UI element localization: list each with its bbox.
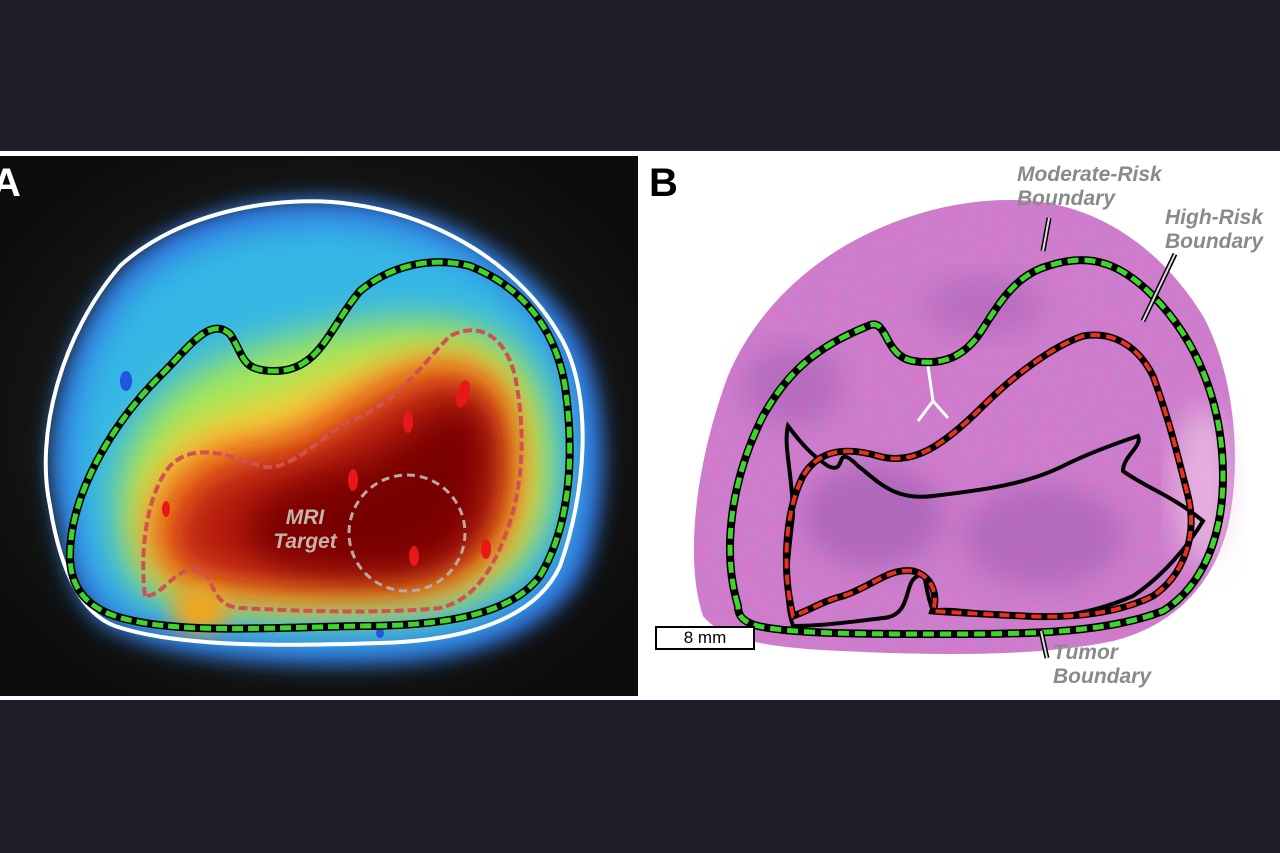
tumor-boundary-line-1: Tumor bbox=[1053, 641, 1118, 664]
panel-b-letter: B bbox=[649, 161, 678, 205]
panel-a-letter: A bbox=[0, 161, 21, 205]
panel-a-heatmap: A MRI Target bbox=[0, 156, 638, 696]
mri-target-line-1: MRI bbox=[285, 506, 325, 529]
scale-bar: 8 mm bbox=[655, 626, 755, 650]
moderate-risk-line-2: Boundary bbox=[1017, 187, 1116, 210]
mri-target-line-2: Target bbox=[273, 530, 337, 553]
high-risk-line-2: Boundary bbox=[1165, 230, 1264, 253]
figure: A MRI Target bbox=[0, 151, 1280, 700]
panel-b-histology: B Moderate-Risk Boundary High-Risk Bound… bbox=[643, 156, 1280, 696]
tumor-boundary-line-2: Boundary bbox=[1053, 665, 1152, 688]
moderate-risk-label: Moderate-Risk Boundary bbox=[1017, 163, 1162, 211]
mri-target-label: MRI Target bbox=[250, 506, 360, 554]
tumor-boundary-label: Tumor Boundary bbox=[1053, 641, 1151, 689]
high-risk-label: High-Risk Boundary bbox=[1165, 206, 1263, 254]
histology-graphic bbox=[693, 200, 1235, 659]
moderate-risk-line-1: Moderate-Risk bbox=[1017, 163, 1162, 186]
mri-heatmap-graphic bbox=[0, 156, 638, 696]
high-risk-line-1: High-Risk bbox=[1165, 206, 1264, 229]
